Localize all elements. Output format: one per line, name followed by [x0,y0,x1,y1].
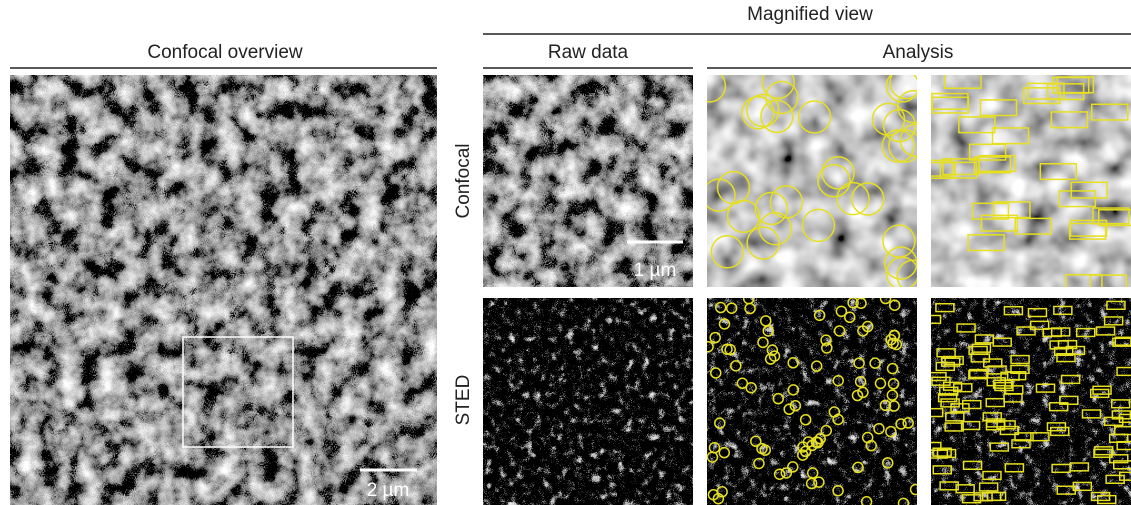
raw-confocal-image [483,75,693,287]
row-label: STED [453,375,474,426]
analysis-title: Analysis [883,42,954,63]
analysis-image [707,75,917,287]
scale-bar-label: 1 µm [634,260,677,281]
raw-title: Raw data [548,42,629,63]
overview-title: Confocal overview [147,42,303,63]
analysis-image [931,75,1131,287]
magnified-title: Magnified view [747,4,873,25]
analysis-image [707,298,917,505]
figure: Magnified view Confocal overview Raw dat… [0,0,1131,505]
overview-image [10,75,437,505]
scale-bar-label: 2 µm [367,480,410,501]
raw-sted-image [483,298,693,505]
row-label: Confocal [453,144,474,219]
